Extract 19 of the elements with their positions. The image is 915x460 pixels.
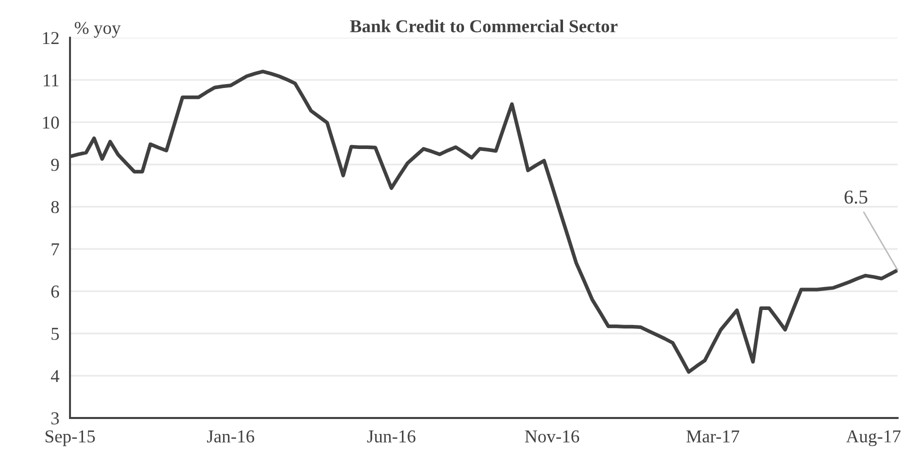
- x-tick-label: Sep-15: [46, 430, 95, 446]
- y-tick-label: 7: [52, 243, 60, 256]
- x-tick-label: Nov-16: [525, 430, 580, 443]
- text: 6.5: [844, 190, 868, 204]
- y-tick-label: 12: [43, 32, 59, 44]
- y-tick-label: 9: [51, 158, 59, 171]
- y-tick-label: 4: [50, 370, 60, 382]
- y-tick-label: 10: [43, 116, 59, 129]
- y-tick-label: 8: [51, 200, 59, 214]
- x-tick-label: Jan-16: [207, 430, 254, 443]
- y-axis-title: % yoy: [74, 22, 121, 38]
- y-tick-label: 11: [44, 74, 58, 86]
- x-tick-label: Mar-17: [686, 430, 740, 443]
- y-tick-label: 6: [51, 286, 60, 298]
- y-tick-label: 5: [52, 328, 59, 340]
- x-tick-label: Aug-17: [846, 430, 901, 446]
- chart-title: Bank Credit to Commercial Sector: [350, 20, 618, 32]
- y-tick-label: 3: [51, 412, 59, 424]
- x-tick-label: Jun-16: [367, 430, 416, 443]
